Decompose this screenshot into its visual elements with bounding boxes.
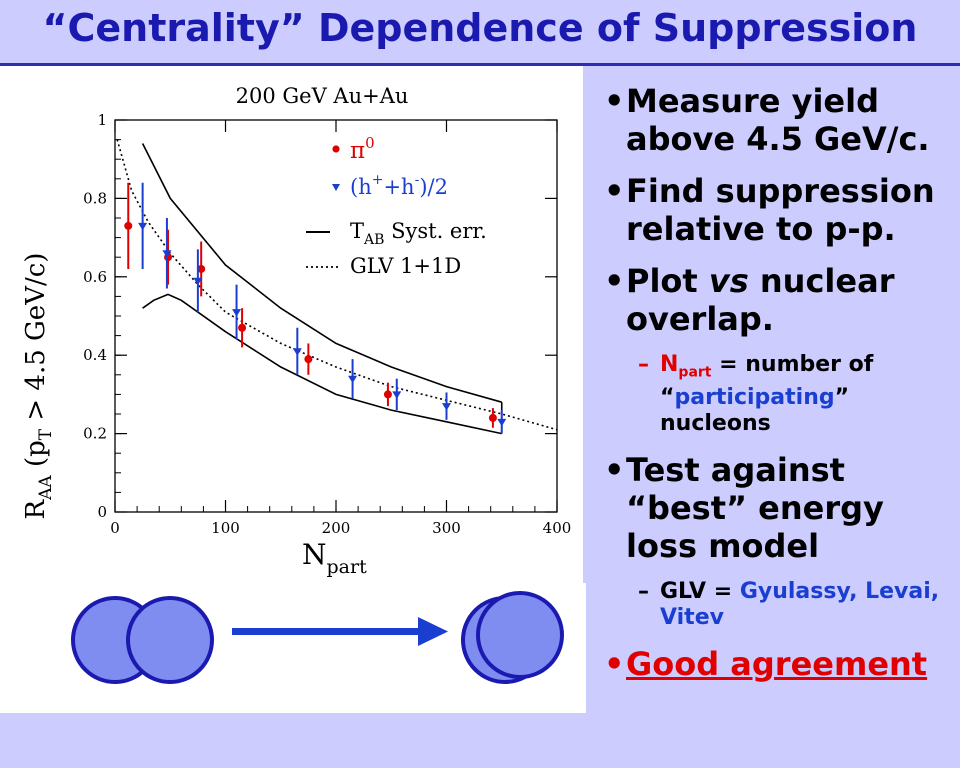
npart-text-mid: = number of “	[660, 352, 874, 411]
pi0-point	[304, 355, 313, 364]
syst-band-upper	[141, 143, 503, 403]
nucleus-left-b	[126, 596, 214, 684]
x-tick-label: 0	[110, 519, 120, 537]
syst-band-lower	[142, 293, 502, 435]
y-tick-label: 0.8	[83, 189, 107, 207]
y-tick-label: 0.4	[83, 346, 107, 364]
plot-panel: 200 GeV Au+Au 0 0.2 0.4 0.6 0.8 1 0 100 200 300 4…	[0, 66, 583, 583]
nucleus-right-b	[476, 591, 564, 679]
dash-glyph: –	[638, 352, 649, 377]
hadron-point	[292, 348, 302, 356]
bullet-text: Good agreement	[626, 645, 928, 684]
pi0-point	[238, 323, 247, 332]
chart-title: 200 GeV Au+Au	[236, 84, 409, 108]
x-tick-label: 200	[322, 519, 351, 537]
bullet-test-model: • Test against “best” energy loss model	[604, 451, 954, 565]
x-tick-labels: 0 100 200 300 400	[110, 519, 571, 537]
peripheral-collision	[71, 596, 214, 684]
arrow-head	[418, 617, 448, 646]
pi0-point	[124, 221, 133, 230]
npart-symbol: N	[660, 352, 679, 377]
legend-hadron-label: (h++h-)/2	[350, 172, 448, 199]
hadron-point	[497, 418, 507, 427]
y-tick-labels: 0 0.2 0.4 0.6 0.8 1	[83, 111, 107, 521]
pi0-point	[383, 390, 392, 399]
overlap-panel	[0, 583, 586, 713]
bullet-text-post: nuclear overlap.	[626, 262, 895, 338]
x-tick-label: 400	[543, 519, 572, 537]
bullet-text-pre: Plot	[626, 262, 709, 300]
legend-pi0-label: π0	[350, 134, 375, 164]
legend-pi0-marker	[332, 145, 340, 153]
hadron-point	[348, 375, 358, 384]
legend-glv-label: GLV 1+1D	[350, 254, 461, 278]
sub-bullet-glv: – GLV = Gyulassy, Levai, Vitev	[604, 579, 954, 631]
glv-text-pre: GLV =	[660, 579, 740, 605]
title-divider	[0, 63, 960, 66]
bullet-good-agreement: • Good agreement	[604, 645, 954, 683]
bullet-glyph: •	[604, 645, 625, 684]
y-axis-label: RAA (pT > 4.5 GeV/c)	[21, 253, 56, 520]
legend: π0 (h++h-)/2 TAB Syst. err. GLV 1+1D	[306, 134, 487, 278]
central-collision	[461, 591, 564, 684]
x-tick-label: 300	[432, 519, 461, 537]
x-tick-label: 100	[211, 519, 240, 537]
hadron-point	[442, 403, 451, 411]
npart-text-post: ” nucleons	[660, 385, 850, 437]
participating-word: participating	[674, 385, 835, 411]
pi0-point	[488, 413, 497, 422]
hadron-point	[232, 309, 242, 317]
y-tick-label: 0	[97, 503, 107, 521]
bullet-glyph: •	[604, 451, 625, 490]
pi0-point	[197, 264, 206, 273]
bullet-glyph: •	[604, 82, 625, 120]
dash-glyph: –	[638, 579, 649, 605]
glv-curve-line	[116, 139, 558, 431]
glv-authors: Gyulassy, Levai, Vitev	[660, 579, 940, 631]
hadron-point	[392, 391, 402, 399]
bullet-glyph: •	[604, 262, 625, 300]
y-tick-label: 0.6	[83, 268, 107, 286]
plot-frame	[114, 119, 558, 513]
arrow-shaft	[232, 628, 422, 635]
hadron-point	[193, 277, 203, 286]
bullet-find-suppression: • Find suppression relative to p-p.	[604, 172, 954, 248]
slide-title: “Centrality” Dependence of Suppression	[42, 6, 918, 50]
raa-chart: 200 GeV Au+Au 0 0.2 0.4 0.6 0.8 1 0 100 200 300 4…	[21, 84, 571, 578]
centrality-arrow	[232, 617, 448, 646]
legend-syst-label: TAB Syst. err.	[350, 219, 487, 248]
nuclear-overlap-diagram	[71, 591, 564, 684]
bullet-glyph: •	[604, 172, 625, 210]
bullet-text-vs: vs	[708, 262, 749, 300]
bullet-plot-vs-overlap: • Plot vs nuclear overlap.	[604, 262, 954, 338]
axis-ticks	[114, 119, 558, 513]
bullet-text: Test against “best” energy loss model	[626, 451, 884, 566]
data-points	[124, 182, 507, 434]
npart-subscript: part	[678, 364, 712, 381]
legend-hadron-marker	[332, 184, 340, 191]
bullet-measure-yield: • Measure yield above 4.5 GeV/c.	[604, 82, 954, 158]
y-tick-label: 1	[97, 111, 107, 129]
hadron-point	[138, 222, 148, 231]
sub-bullet-npart: – Npart = number of “participating” nucl…	[604, 352, 954, 437]
y-tick-label: 0.2	[83, 425, 107, 443]
bullet-text: Find suppression relative to p-p.	[626, 172, 935, 248]
bullet-text: Measure yield above 4.5 GeV/c.	[626, 82, 930, 158]
hadron-point	[162, 250, 172, 258]
bullet-list: • Measure yield above 4.5 GeV/c. • Find …	[604, 82, 954, 697]
x-axis-label: Npart	[302, 538, 367, 578]
glv-curve	[116, 139, 558, 431]
